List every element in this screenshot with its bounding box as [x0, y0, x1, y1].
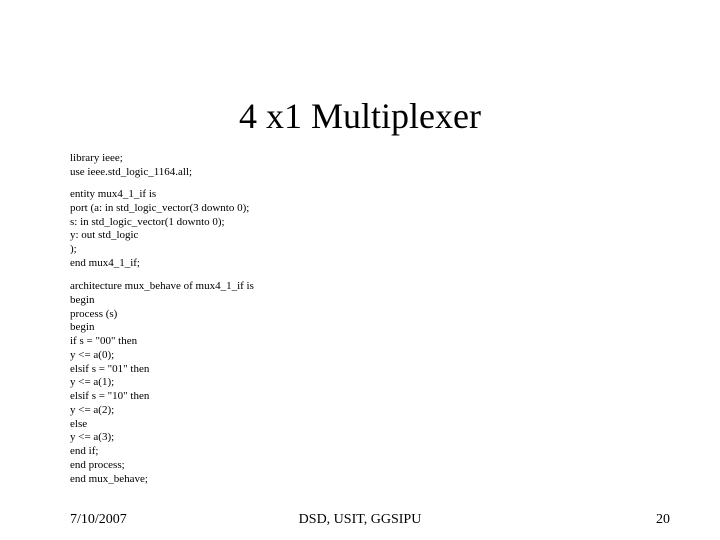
slide-title: 4 x1 Multiplexer: [0, 95, 720, 137]
code-block-entity: entity mux4_1_if is port (a: in std_logi…: [70, 188, 249, 271]
footer-center: DSD, USIT, GGSIPU: [0, 512, 720, 528]
slide: 4 x1 Multiplexer library ieee; use ieee.…: [0, 0, 720, 540]
footer-page: 20: [656, 512, 670, 528]
code-block-architecture: architecture mux_behave of mux4_1_if is …: [70, 280, 254, 486]
code-block-library: library ieee; use ieee.std_logic_1164.al…: [70, 152, 192, 180]
